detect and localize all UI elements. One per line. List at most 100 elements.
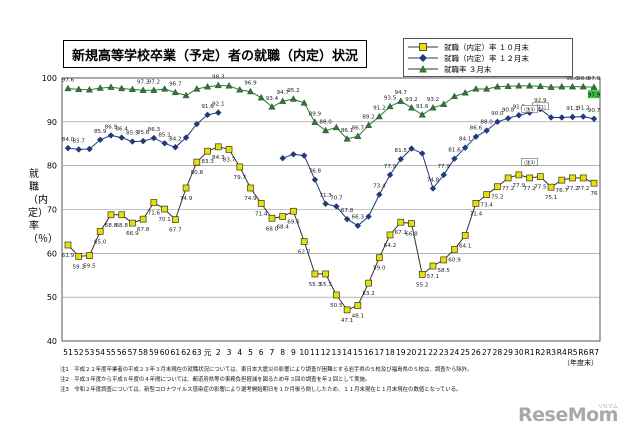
data-label: 96.7 — [169, 81, 182, 87]
point-mar — [450, 92, 458, 100]
point-dec — [161, 140, 168, 147]
point-dec — [333, 203, 340, 210]
x-tick-label: 3 — [227, 348, 232, 357]
data-label: 85.9 — [94, 129, 107, 135]
point-oct — [86, 252, 93, 259]
data-label: 75.1 — [545, 195, 558, 201]
x-tick-label: 25 — [460, 348, 470, 357]
data-label: 94.7 — [395, 90, 408, 96]
data-label: 96.9 — [244, 81, 257, 87]
data-label: 53.2 — [362, 291, 374, 297]
data-label: 71.6 — [148, 210, 161, 216]
point-dec — [322, 200, 329, 208]
point-mar — [257, 93, 265, 101]
point-mar — [397, 97, 405, 104]
data-label: 83.7 — [223, 157, 236, 163]
data-label: 83.3 — [201, 159, 214, 165]
point-oct — [440, 256, 448, 264]
point-mar — [526, 82, 534, 89]
point-dec — [558, 114, 565, 121]
data-label: 77.2 — [566, 186, 578, 192]
legend: 就職（内定）率 １０月末 就職（内定）率 １２月末 就職率 ３月末 — [403, 38, 573, 77]
x-tick-label: 18 — [385, 348, 395, 357]
data-label: 81.6 — [448, 148, 461, 154]
data-label: 59.5 — [83, 264, 96, 270]
point-dec — [376, 191, 383, 198]
data-label: 55.3 — [319, 282, 332, 288]
point-dec — [311, 176, 319, 183]
data-label: 68.0 — [266, 226, 279, 232]
point-mar — [354, 132, 362, 139]
x-tick-label: R1 — [525, 348, 535, 357]
point-mar — [568, 82, 577, 90]
x-tick-label: 58 — [138, 348, 148, 357]
data-label: 70.7 — [330, 195, 343, 201]
point-oct — [472, 200, 480, 207]
data-label: 98.3 — [212, 74, 225, 80]
data-label: 73.4 — [480, 203, 493, 209]
point-mar — [75, 85, 83, 92]
point-dec — [193, 120, 201, 128]
y-tick-label: 70 — [47, 206, 57, 215]
point-mar — [182, 91, 190, 99]
data-label: 93.2 — [427, 97, 439, 103]
point-oct — [494, 183, 501, 191]
data-label: 66.8 — [405, 232, 418, 238]
point-dec — [97, 136, 104, 144]
point-mar — [204, 82, 212, 90]
data-label: 64.2 — [384, 243, 396, 249]
x-tick-label: 11 — [310, 348, 320, 357]
point-mar — [375, 112, 383, 120]
point-mar — [536, 82, 544, 89]
point-dec — [279, 155, 286, 162]
data-label: 91.6 — [416, 104, 429, 110]
data-label: 77.5 — [534, 185, 547, 191]
point-mar — [515, 82, 523, 89]
point-dec — [419, 150, 426, 157]
data-label: 91.5 — [513, 104, 526, 110]
data-label: 74.9 — [180, 196, 193, 202]
point-oct — [279, 213, 287, 220]
point-mar — [64, 84, 72, 92]
point-oct — [536, 173, 544, 180]
data-label: 98.0 — [566, 76, 579, 82]
point-oct — [290, 207, 297, 215]
data-label: 97.6 — [62, 78, 75, 84]
x-tick-label: 56 — [117, 348, 127, 357]
point-mar — [85, 86, 94, 93]
data-label: 55.3 — [309, 282, 322, 288]
point-oct — [182, 184, 190, 192]
point-oct — [96, 228, 104, 235]
point-mar — [547, 83, 555, 90]
point-mar — [493, 82, 501, 90]
point-oct — [558, 176, 566, 184]
point-oct — [171, 216, 179, 223]
data-label: 92.9 — [534, 98, 547, 104]
point-oct — [333, 291, 340, 299]
x-tick-label: 30 — [514, 348, 524, 357]
callout-label: （注1） — [532, 103, 548, 110]
data-label: 97.2 — [148, 79, 160, 85]
legend-marker-diamond-icon — [408, 54, 438, 62]
data-label: 81.5 — [395, 148, 408, 154]
data-label: 91.2 — [577, 106, 589, 112]
point-oct — [408, 220, 415, 227]
legend-marker-triangle-icon — [408, 65, 438, 73]
point-dec — [547, 114, 555, 121]
y-tick-label: 50 — [47, 293, 57, 302]
data-label: 97.9 — [588, 76, 601, 82]
data-label: 74.8 — [427, 177, 440, 183]
data-label: 62.7 — [298, 249, 311, 255]
point-mar — [225, 82, 233, 89]
point-oct — [257, 200, 265, 207]
point-mar — [118, 84, 126, 92]
data-label: 77.9 — [437, 164, 450, 170]
x-tick-label: 12 — [321, 348, 331, 357]
data-label: 77.2 — [577, 186, 589, 192]
x-tick-label: 元 — [204, 348, 212, 357]
data-label: 86.9 — [105, 124, 118, 130]
point-dec — [182, 134, 190, 141]
x-tick-label: 54 — [95, 348, 105, 357]
data-label: 95.2 — [287, 88, 299, 94]
point-dec — [215, 109, 222, 116]
